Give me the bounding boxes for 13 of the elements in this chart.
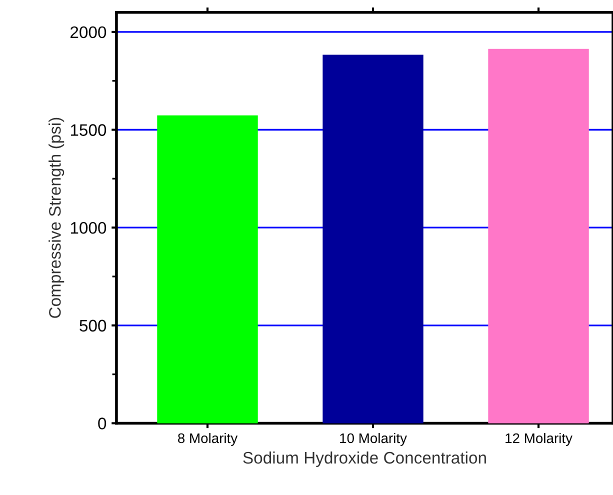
y-tick-label: 1500: [70, 124, 106, 136]
y-tick-label: 1000: [70, 222, 106, 234]
bar: [157, 115, 258, 424]
bar: [322, 54, 424, 424]
y-axis-title: Compressive Strength (psi): [48, 118, 64, 318]
x-axis-title: Sodium Hydroxide Concentration: [243, 451, 486, 467]
x-tick-label: 8 Molarity: [178, 432, 238, 446]
x-tick-label: 12 Molarity: [506, 432, 572, 446]
y-tick-label: 0: [98, 418, 106, 430]
x-tick-label: 10 Molarity: [340, 432, 407, 446]
y-tick-label: 2000: [70, 26, 106, 38]
y-tick-label: 500: [80, 320, 106, 332]
bar: [488, 48, 589, 424]
